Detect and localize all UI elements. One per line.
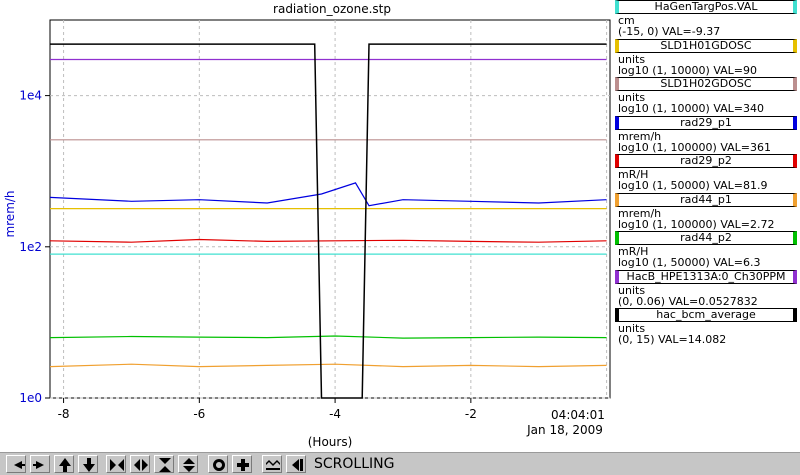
series-line-rad44-p1	[49, 363, 607, 368]
legend-range-value: log10 (1, 10000) VAL=340	[618, 102, 765, 115]
legend-series-name[interactable]: rad44_p2	[615, 231, 797, 245]
legend: HaGenTargPos.VAL cm (-15, 0) VAL=-9.37 SLD1…	[612, 0, 800, 452]
legend-units: units	[618, 322, 646, 335]
series-line-rad29-p2	[49, 238, 607, 243]
arrow-left-button[interactable]	[6, 455, 26, 473]
legend-units: mR/H	[618, 168, 649, 181]
legend-series-name[interactable]: rad29_p1	[615, 115, 797, 130]
x-tick-label: -2	[465, 407, 477, 421]
legend-range-value: log10 (1, 100000) VAL=361	[618, 140, 772, 154]
arrow-up-icon	[59, 458, 71, 472]
expand-vertical-icon	[159, 458, 171, 472]
arrow-down-button[interactable]	[78, 455, 98, 473]
y-tick-label: 1e0	[19, 391, 42, 405]
legend-range-value: (-15, 0) VAL=-9.37	[618, 25, 721, 38]
legend-units: mR/H	[618, 245, 649, 258]
series-line-rad44-p2	[49, 335, 607, 339]
add-icon	[237, 459, 249, 471]
end-date-label: Jan 18, 2009	[526, 423, 603, 437]
add-button[interactable]	[232, 455, 252, 473]
arrow-right-icon	[33, 461, 44, 469]
grid	[50, 20, 610, 399]
compress-horizontal-icon	[134, 459, 148, 471]
legend-units: units	[618, 91, 646, 104]
record-button[interactable]	[208, 455, 228, 473]
legend-units: mrem/h	[618, 206, 662, 220]
x-axis-label: (Hours)	[308, 435, 353, 449]
legend-units: units	[618, 283, 646, 297]
scroll-end-icon	[292, 459, 303, 471]
x-tick-label: -4	[329, 407, 341, 421]
toolbar: SCROLLING	[0, 452, 800, 475]
legend-units: units	[618, 52, 646, 66]
expand-vertical-button[interactable]	[154, 455, 174, 473]
arrow-down-icon	[83, 458, 95, 472]
legend-range-value: log10 (1, 50000) VAL=6.3	[618, 256, 761, 269]
legend-units: cm	[618, 14, 635, 27]
legend-series-name[interactable]: SLD1H01GDOSC	[615, 38, 797, 53]
series-line-rad29-p1	[49, 182, 607, 207]
chart-title: radiation_ozone.stp	[273, 2, 391, 16]
series-layer	[49, 43, 607, 399]
expand-horizontal-button[interactable]	[106, 455, 126, 473]
arrow-left-icon	[14, 461, 25, 469]
compress-horizontal-button[interactable]	[130, 455, 150, 473]
expand-horizontal-icon	[110, 459, 124, 471]
legend-series-name[interactable]: rad29_p2	[615, 154, 797, 168]
y-axis-label: mrem/h	[3, 190, 17, 237]
waveform-icon	[266, 460, 280, 470]
waveform-button[interactable]	[262, 455, 282, 473]
y-tick-label: 1e4	[19, 89, 42, 103]
end-time-label: 04:04:01	[551, 408, 605, 422]
compress-vertical-icon	[183, 458, 195, 472]
y-tick-label: 1e2	[19, 240, 42, 254]
legend-series-name[interactable]: hac_bcm_average	[615, 308, 797, 322]
legend-range-value: (0, 0.06) VAL=0.0527832	[618, 294, 758, 308]
legend-units: mrem/h	[618, 129, 662, 143]
scroll-end-button[interactable]	[286, 455, 306, 473]
x-tick-label: -8	[58, 407, 70, 421]
legend-series-name[interactable]: HaGenTargPos.VAL	[615, 0, 797, 14]
x-tick-label: -6	[193, 407, 205, 421]
legend-range-value: log10 (1, 50000) VAL=81.9	[618, 179, 768, 192]
chart-area[interactable]: -8 -6 -4 -2 1e0 1e2 1e4 radiation_ozone.stp mr…	[0, 0, 612, 452]
legend-series-name[interactable]: HacB_HPE1313A:0_Ch30PPM	[615, 269, 797, 284]
arrow-up-button[interactable]	[54, 455, 74, 473]
record-icon	[213, 459, 226, 471]
axes: -8 -6 -4 -2 1e0 1e2 1e4	[19, 89, 476, 421]
status-text: SCROLLING	[314, 456, 395, 472]
legend-series-name[interactable]: rad44_p1	[615, 192, 797, 207]
arrow-right-button[interactable]	[30, 455, 50, 473]
legend-range-value: log10 (1, 100000) VAL=2.72	[618, 217, 775, 231]
legend-range-value: log10 (1, 10000) VAL=90	[618, 63, 758, 77]
series-line-hac-bcm-average	[50, 43, 607, 399]
compress-vertical-button[interactable]	[178, 455, 198, 473]
legend-range-value: (0, 15) VAL=14.082	[618, 333, 727, 346]
legend-series-name[interactable]: SLD1H02GDOSC	[615, 77, 797, 91]
